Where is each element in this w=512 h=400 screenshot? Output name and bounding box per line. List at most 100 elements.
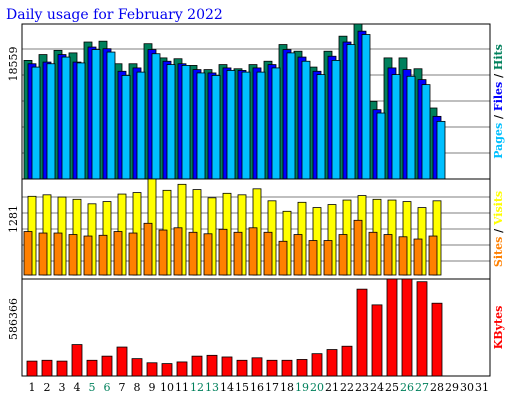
x-tick-label: 9 bbox=[149, 381, 156, 394]
visits-bar-sites bbox=[203, 233, 213, 276]
kbytes-bar-kbytes bbox=[146, 362, 158, 377]
hits-panel: 18559 Pages / Files / Hits bbox=[7, 23, 505, 180]
kbytes-bar-kbytes bbox=[56, 360, 68, 377]
kbytes-bar-kbytes bbox=[431, 302, 443, 377]
hits-bar-pages bbox=[181, 65, 191, 180]
visits-bar-sites bbox=[23, 231, 33, 276]
kbytes-bar-kbytes bbox=[311, 353, 323, 377]
visits-bar-sites bbox=[353, 219, 363, 276]
chart-title: Daily usage for February 2022 bbox=[6, 7, 223, 23]
legend-entry: / bbox=[492, 225, 505, 237]
hits-bar-pages bbox=[361, 34, 371, 180]
x-tick-label: 31 bbox=[475, 381, 489, 394]
kbytes-bar-kbytes bbox=[236, 359, 248, 377]
kbytes-legend: KBytes bbox=[492, 306, 505, 350]
x-tick-label: 7 bbox=[119, 381, 126, 394]
hits-bar-pages bbox=[301, 60, 311, 180]
kbytes-bar-kbytes bbox=[251, 357, 263, 377]
visits-bar-sites bbox=[428, 235, 438, 276]
visits-bar-sites bbox=[188, 231, 198, 276]
hits-bar-pages bbox=[166, 64, 176, 180]
hits-bar-pages bbox=[391, 74, 401, 180]
visits-bar-sites bbox=[263, 231, 273, 276]
visits-bar-sites bbox=[98, 234, 108, 276]
visits-bar-sites bbox=[38, 232, 48, 276]
kbytes-bar-kbytes bbox=[131, 358, 143, 377]
visits-series-sites bbox=[23, 219, 438, 276]
visits-bar-sites bbox=[83, 235, 93, 276]
x-tick-label: 1 bbox=[29, 381, 36, 394]
hits-bar-pages bbox=[421, 84, 431, 180]
legend-entry: Pages bbox=[492, 123, 505, 159]
visits-bar-sites bbox=[143, 222, 153, 276]
legend-entry: / bbox=[492, 111, 505, 123]
x-tick-label: 26 bbox=[400, 381, 414, 394]
hits-bar-pages bbox=[346, 44, 356, 180]
x-tick-label: 5 bbox=[89, 381, 96, 394]
visits-bar-sites bbox=[413, 238, 423, 276]
legend-entry: Visits bbox=[492, 191, 505, 226]
kbytes-bar-kbytes bbox=[176, 361, 188, 377]
kbytes-bar-kbytes bbox=[101, 355, 113, 377]
hits-bar-pages bbox=[151, 53, 161, 180]
kbytes-bar-kbytes bbox=[26, 360, 38, 377]
hits-bar-pages bbox=[436, 120, 446, 180]
x-tick-label: 14 bbox=[220, 381, 234, 394]
visits-bar-sites bbox=[218, 228, 228, 276]
x-tick-label: 11 bbox=[175, 381, 189, 394]
visits-bar-sites bbox=[53, 232, 63, 276]
hits-bar-pages bbox=[91, 49, 101, 180]
x-tick-label: 12 bbox=[190, 381, 204, 394]
visits-bar-sites bbox=[398, 236, 408, 276]
kbytes-bar-kbytes bbox=[221, 356, 233, 377]
visits-bar-sites bbox=[233, 231, 243, 276]
x-tick-label: 30 bbox=[460, 381, 474, 394]
kbytes-bar-kbytes bbox=[371, 304, 383, 377]
kbytes-bar-kbytes bbox=[326, 349, 338, 377]
x-tick-label: 3 bbox=[59, 381, 66, 394]
x-tick-label: 22 bbox=[340, 381, 354, 394]
visits-bar-sites bbox=[308, 240, 318, 276]
kbytes-bar-kbytes bbox=[41, 359, 53, 377]
x-tick-label: 4 bbox=[74, 381, 81, 394]
hits-bar-pages bbox=[121, 75, 131, 180]
kbytes-panel: 586366 KBytes bbox=[7, 278, 505, 377]
visits-bar-sites bbox=[293, 234, 303, 276]
visits-bar-sites bbox=[173, 227, 183, 276]
visits-panel: 1281 Sites / Visits bbox=[7, 178, 505, 280]
kbytes-bar-kbytes bbox=[206, 354, 218, 377]
kbytes-bar-kbytes bbox=[416, 281, 428, 377]
x-tick-label: 23 bbox=[355, 381, 369, 394]
hits-bar-pages bbox=[226, 70, 236, 180]
hits-legend: Pages / Files / Hits bbox=[492, 44, 505, 159]
x-tick-label: 28 bbox=[430, 381, 444, 394]
kbytes-bar-kbytes bbox=[86, 359, 98, 377]
visits-bar-sites bbox=[368, 231, 378, 276]
kbytes-bar-kbytes bbox=[356, 288, 368, 377]
hits-bar-pages bbox=[331, 60, 341, 180]
hits-bar-pages bbox=[316, 74, 326, 180]
legend-entry: Hits bbox=[492, 44, 505, 70]
legend-entry: KBytes bbox=[492, 306, 505, 350]
x-axis: 1 2 3 4 5 6 7 8 9 10 11 12 13 14 15 16 17 18 19 20 21 22 23 24 2… bbox=[29, 381, 490, 394]
hits-bar-pages bbox=[76, 62, 86, 180]
kbytes-bar-kbytes bbox=[401, 278, 413, 377]
legend-entry: Files bbox=[492, 82, 505, 111]
x-tick-label: 8 bbox=[134, 381, 141, 394]
hits-bar-pages bbox=[31, 66, 41, 180]
hits-bar-pages bbox=[211, 75, 221, 180]
hits-bar-pages bbox=[106, 51, 116, 180]
hits-bar-pages bbox=[196, 72, 206, 180]
legend-entry: Sites bbox=[492, 237, 505, 267]
x-tick-label: 29 bbox=[445, 381, 459, 394]
hits-bar-pages bbox=[256, 71, 266, 180]
kbytes-bar-kbytes bbox=[341, 345, 353, 377]
visits-bar-sites bbox=[323, 240, 333, 276]
kbytes-bar-kbytes bbox=[386, 278, 398, 377]
visits-bar-sites bbox=[278, 240, 288, 276]
hits-bar-pages bbox=[136, 71, 146, 180]
x-tick-label: 18 bbox=[280, 381, 294, 394]
x-tick-label: 21 bbox=[325, 381, 339, 394]
kbytes-bar-kbytes bbox=[296, 359, 308, 377]
